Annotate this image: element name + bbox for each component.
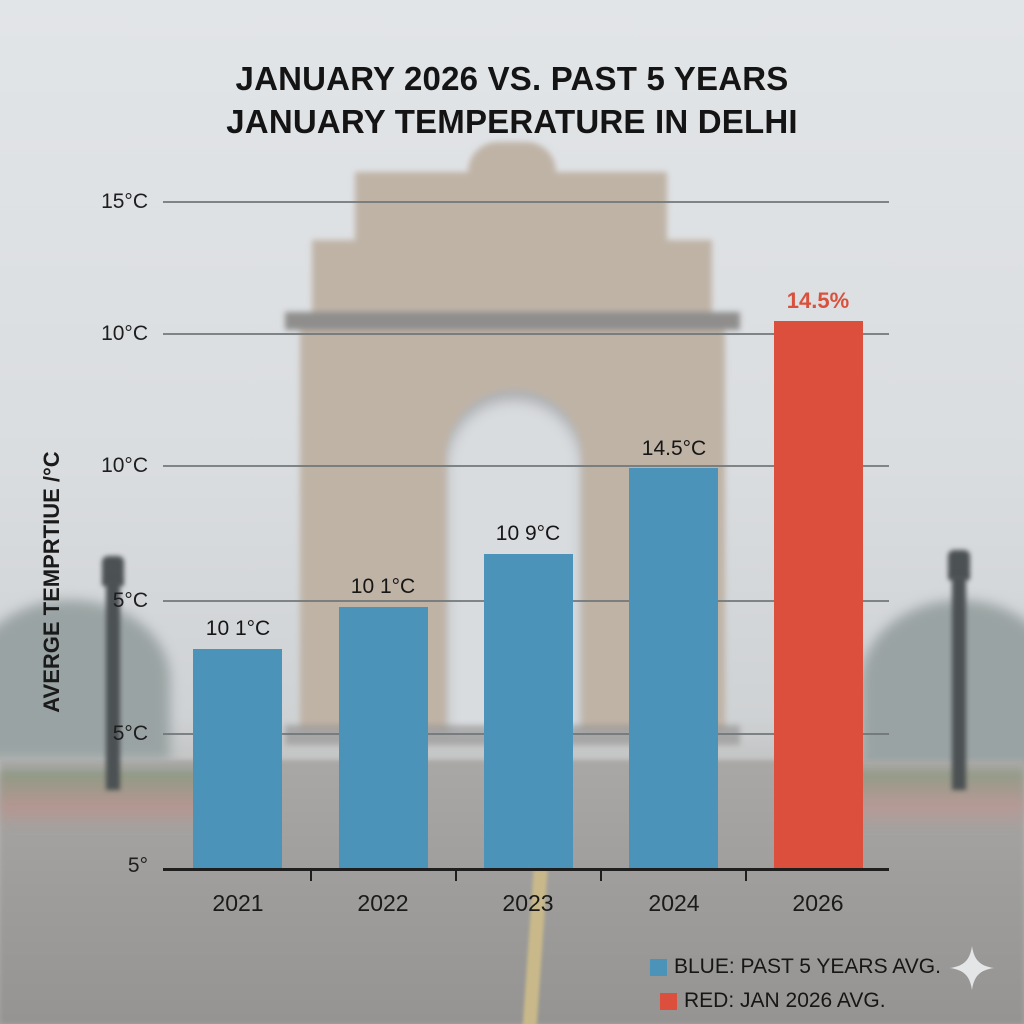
roadside-left	[0, 770, 210, 830]
roadside-right	[854, 770, 1024, 830]
y-tick-label: 5°C	[112, 722, 148, 745]
legend: BLUE: PAST 5 YEARS AVG. RED: JAN 2026 AV…	[650, 950, 941, 1018]
legend-item-red: RED: JAN 2026 AVG.	[660, 984, 941, 1018]
sparkle-watermark-icon	[950, 946, 994, 990]
bar-2021	[193, 649, 282, 869]
x-tick	[455, 869, 457, 881]
gridline	[163, 465, 889, 467]
x-tick	[600, 869, 602, 881]
legend-item-blue: BLUE: PAST 5 YEARS AVG.	[650, 950, 941, 984]
y-tick-label: 5°	[127, 854, 148, 877]
bar-2024	[629, 468, 718, 869]
x-tick	[310, 869, 312, 881]
lamp-post-left-head	[102, 556, 124, 586]
lamp-post-left	[106, 580, 120, 790]
chart-title-line-1: JANUARY 2026 VS. PAST 5 YEARS	[235, 60, 789, 97]
y-tick-label: 10°C	[101, 322, 148, 345]
bar-value-label-2023: 10 9°C	[495, 522, 561, 545]
bar-2026	[774, 321, 863, 869]
bar-value-label-2024: 14.5°C	[641, 437, 707, 460]
x-tick-label-2022: 2022	[357, 890, 409, 916]
legend-label-blue: BLUE: PAST 5 YEARS AVG.	[674, 955, 941, 978]
legend-swatch-blue	[650, 958, 667, 976]
chart-title-line-2: JANUARY TEMPERATURE IN DELHI	[226, 103, 798, 140]
bar-2023	[484, 554, 573, 869]
legend-label-red: RED: JAN 2026 AVG.	[684, 989, 886, 1012]
x-tick-label-2023: 2023	[502, 890, 554, 916]
lamp-post-right-head	[948, 550, 970, 580]
lamp-post-right	[952, 575, 966, 790]
x-tick	[745, 869, 747, 881]
x-tick-label-2024: 2024	[648, 890, 700, 916]
bar-2022	[339, 607, 428, 869]
gridline	[163, 333, 889, 335]
y-tick-label: 5°C	[112, 589, 148, 612]
x-tick-label-2021: 2021	[212, 890, 264, 916]
background-trees-right	[860, 600, 1024, 770]
y-tick-label: 10°C	[101, 454, 148, 477]
y-tick-label: 15°C	[101, 190, 148, 213]
bar-value-label-2021: 10 1°C	[205, 617, 271, 640]
chart-title: JANUARY 2026 VS. PAST 5 YEARS JANUARY TE…	[0, 57, 1024, 143]
background-trees-left	[0, 600, 170, 760]
bar-value-label-2026: 14.5%	[786, 288, 850, 313]
legend-swatch-red	[660, 992, 677, 1010]
gridline	[163, 201, 889, 203]
x-tick-label-2026: 2026	[792, 890, 844, 916]
x-axis-line	[163, 868, 889, 871]
bar-value-label-2022: 10 1°C	[350, 575, 416, 598]
y-axis-label: AVERGE TEMPRTIUE /°C	[39, 451, 64, 713]
